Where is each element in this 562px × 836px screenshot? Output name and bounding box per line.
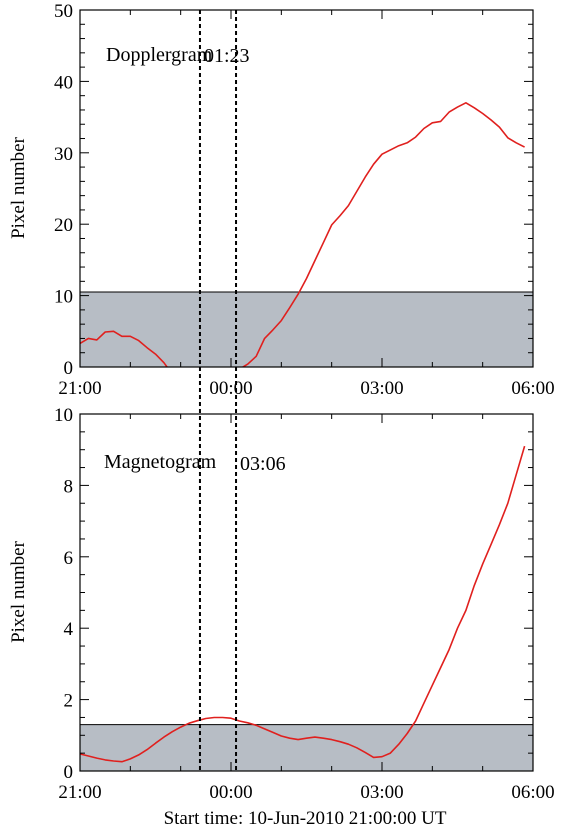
y-tick-labels: 0 2 4 6 8 10 bbox=[54, 405, 74, 783]
y-axis-label: Pixel number bbox=[8, 540, 29, 643]
panel-annotation: Dopplergram bbox=[106, 44, 213, 66]
y-tick-label: 20 bbox=[54, 215, 73, 236]
y-tick-label: 0 bbox=[64, 358, 74, 379]
y-tick-label: 8 bbox=[64, 476, 74, 497]
y-tick-label: 2 bbox=[64, 691, 74, 712]
y-tick-label: 6 bbox=[64, 548, 74, 569]
x-tick-labels: 21:00 00:00 03:00 06:00 bbox=[58, 378, 554, 399]
y-tick-label: 50 bbox=[54, 1, 73, 22]
x-tick-label: 06:00 bbox=[511, 782, 554, 803]
panel-annotation: Magnetogram bbox=[104, 451, 217, 473]
x-tick-label: 03:00 bbox=[360, 378, 403, 399]
y-tick-label: 30 bbox=[54, 144, 73, 165]
x-axis-label: Start time: 10-Jun-2010 21:00:00 UT bbox=[164, 808, 447, 829]
plot-frame bbox=[79, 9, 534, 368]
y-tick-label: 10 bbox=[54, 405, 73, 426]
plot-frame bbox=[79, 413, 534, 772]
x-tick-label: 21:00 bbox=[58, 782, 101, 803]
series-line bbox=[241, 102, 525, 367]
data-series bbox=[80, 445, 526, 763]
magnetogram-panel: 21:00 00:00 03:00 06:00 0 2 4 6 8 10 Magnetogram… bbox=[8, 405, 555, 829]
threshold-band bbox=[80, 724, 533, 771]
y-tick-label: 40 bbox=[54, 72, 73, 93]
series-line bbox=[80, 445, 526, 763]
y-tick-label: 0 bbox=[64, 762, 74, 783]
x-tick-label: 00:00 bbox=[209, 782, 252, 803]
y-tick-label: 4 bbox=[64, 619, 74, 640]
x-tick-labels: 21:00 00:00 03:00 06:00 bbox=[58, 782, 554, 803]
y-axis-label: Pixel number bbox=[8, 136, 29, 239]
x-tick-label: 21:00 bbox=[58, 378, 101, 399]
series-line bbox=[80, 330, 169, 367]
y-tick-labels: 0 10 20 30 40 50 bbox=[54, 1, 73, 379]
x-tick-label: 00:00 bbox=[209, 378, 252, 399]
event-marker-label: 03:06 bbox=[240, 453, 286, 475]
threshold-band bbox=[80, 292, 533, 367]
x-tick-label: 03:00 bbox=[360, 782, 403, 803]
event-marker-label: 01:23 bbox=[204, 45, 250, 67]
data-series bbox=[80, 102, 525, 367]
dopplergram-panel: 21:00 00:00 03:00 06:00 0 10 20 30 40 50 Doppler… bbox=[8, 1, 555, 399]
x-tick-label: 06:00 bbox=[511, 378, 554, 399]
y-tick-label: 10 bbox=[54, 287, 73, 308]
event-markers: 01:23 03:06 bbox=[198, 10, 286, 771]
